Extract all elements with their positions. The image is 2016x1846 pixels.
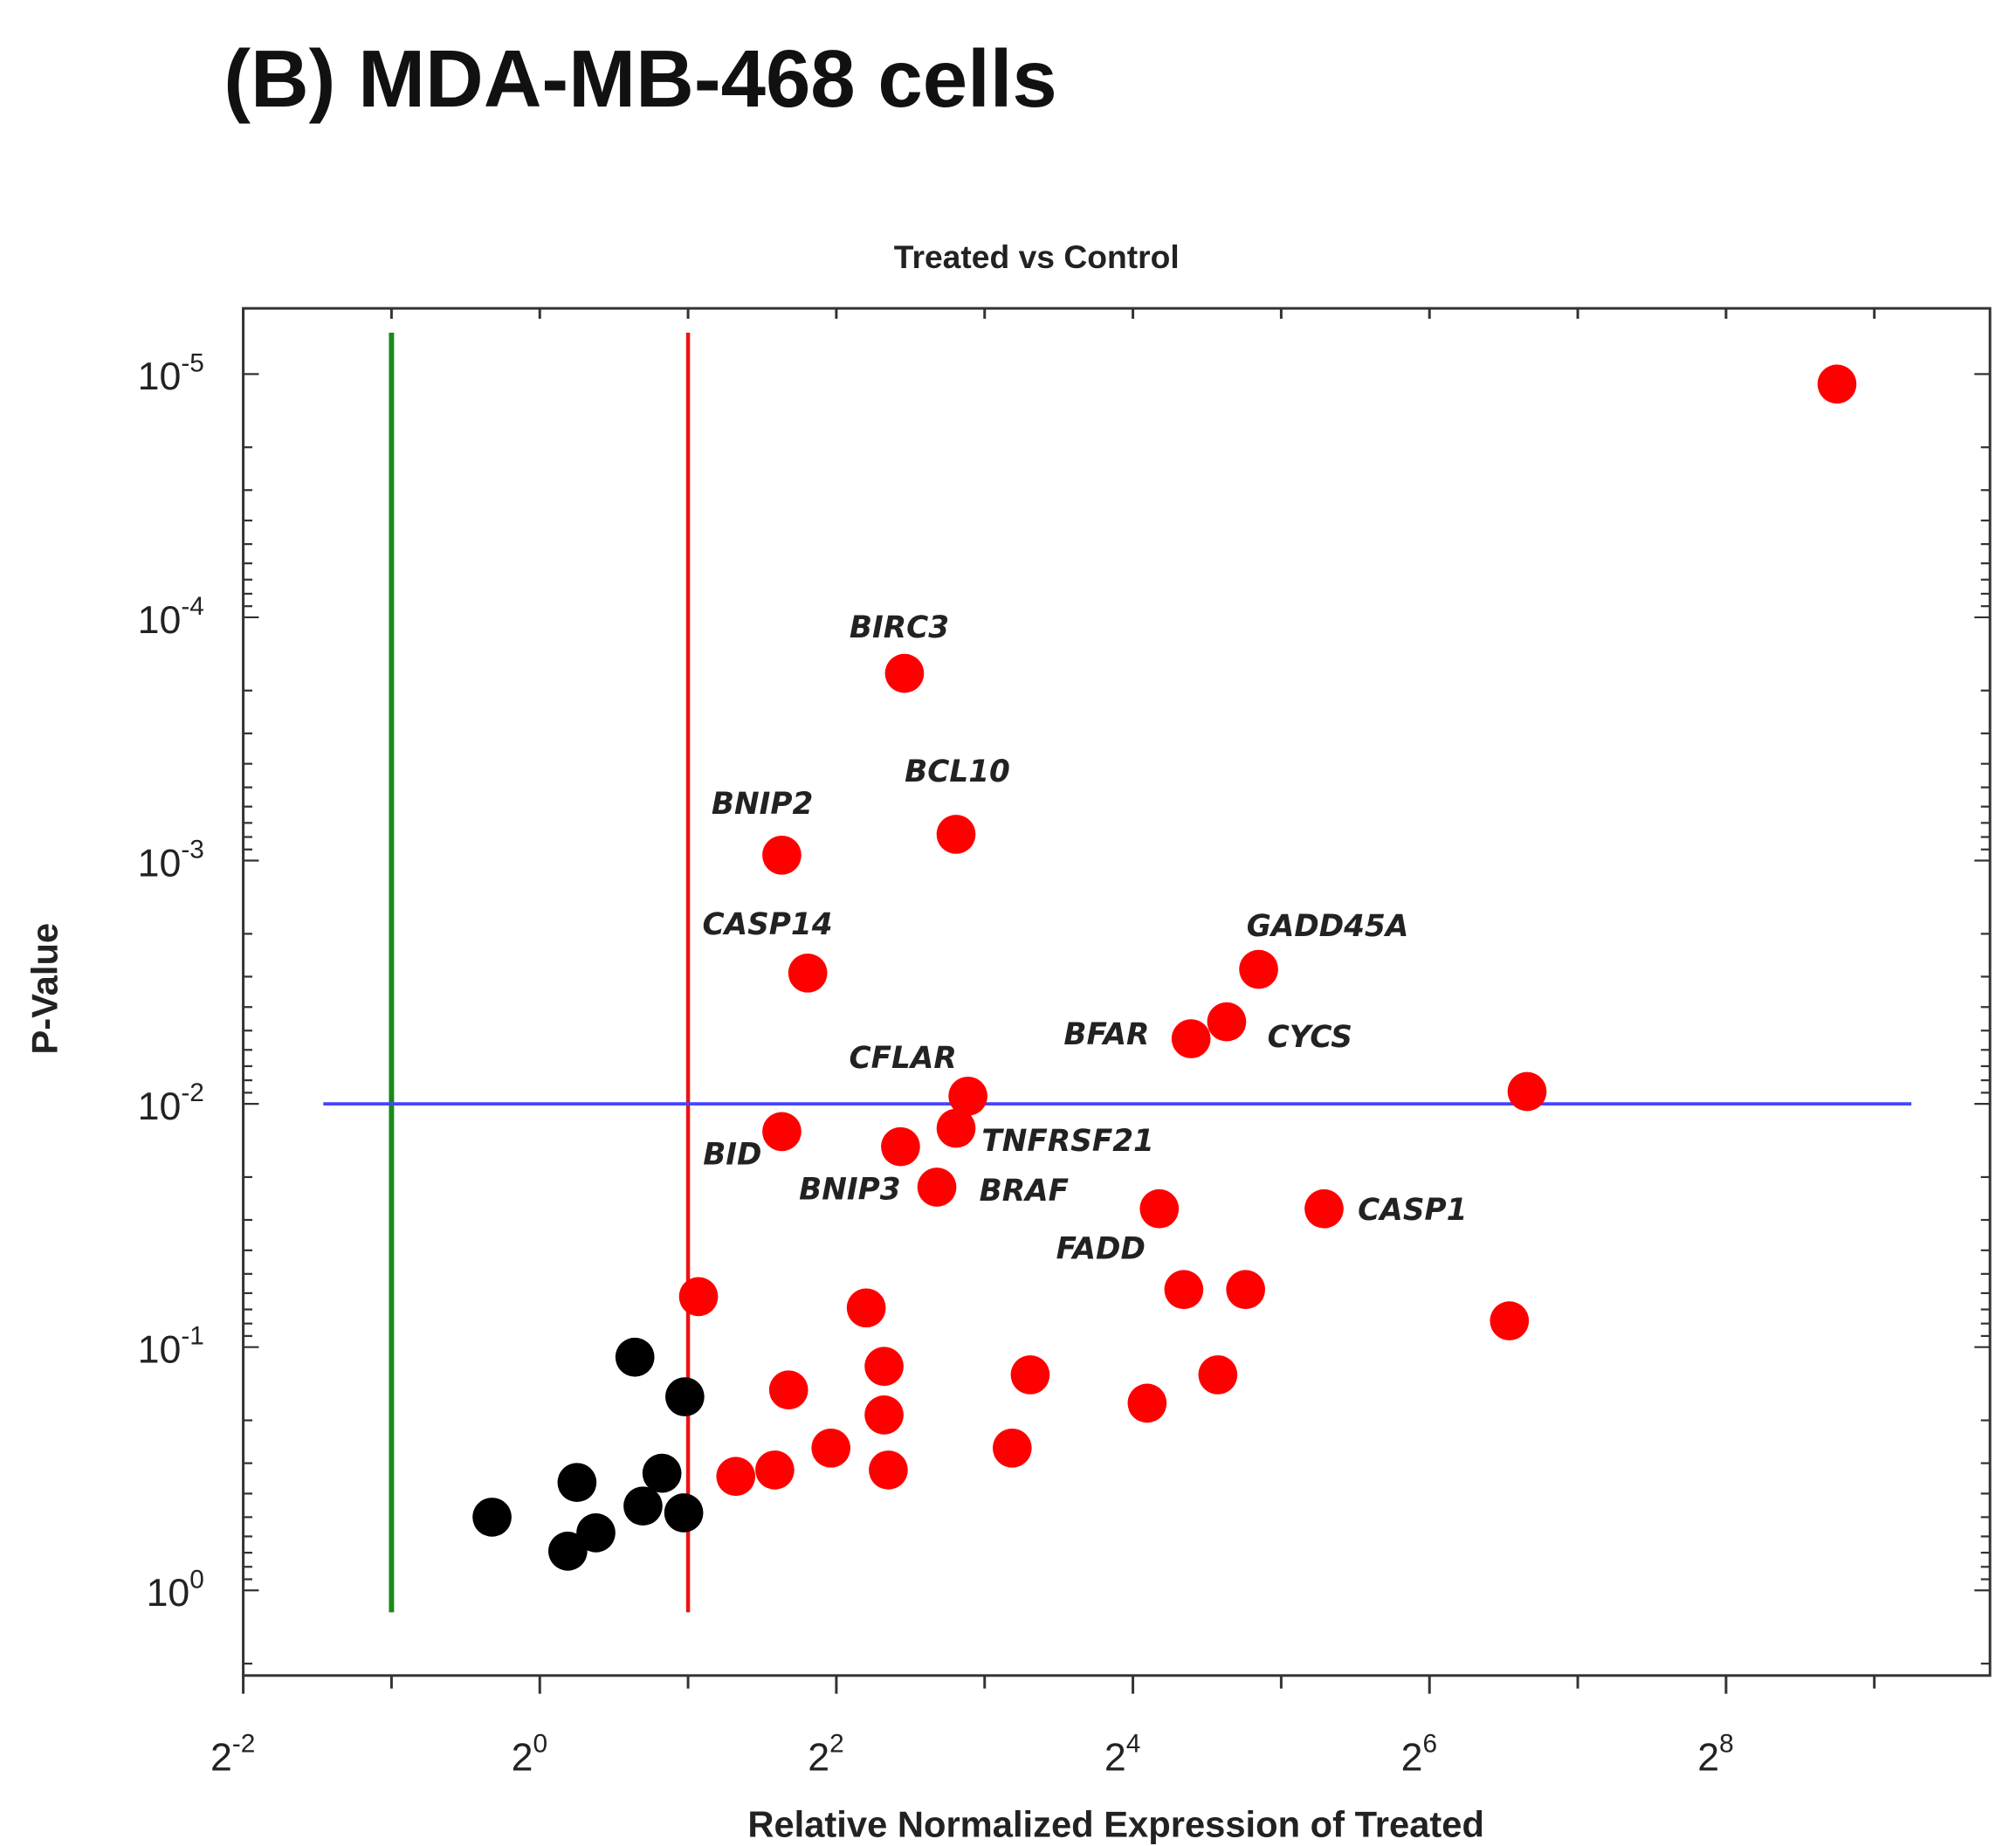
upregulated-point <box>881 1126 920 1167</box>
x-tick-label: 2-2 <box>210 1730 255 1780</box>
upregulated-point <box>1198 1355 1238 1395</box>
upregulated-point <box>992 1428 1032 1468</box>
gene-label: TNFRSF21 <box>981 1124 1154 1159</box>
x-axis-label: Relative Normalized Expression of Treate… <box>747 1803 1484 1844</box>
chart-title: Treated vs Control <box>894 238 1180 275</box>
upregulated-point <box>678 1277 719 1317</box>
unchanged-point <box>472 1498 512 1537</box>
unchanged-point <box>665 1377 705 1416</box>
upregulated-point <box>788 953 828 993</box>
upregulated-point <box>1226 1270 1266 1310</box>
y-tick-label: 10-4 <box>138 592 204 642</box>
gene-label: BNIP3 <box>799 1172 900 1207</box>
gene-label: CASP1 <box>1358 1193 1467 1228</box>
data-points <box>472 364 1857 1571</box>
axes: 2-2 20 22 24 26 28 100 10-1 10-2 10-3 10-4 10-5 <box>138 307 1992 1780</box>
upregulated-point <box>936 815 976 854</box>
gene-label: CASP14 <box>702 907 832 942</box>
x-tick-label: 26 <box>1401 1730 1437 1780</box>
y-tick-label: 10-5 <box>138 348 204 398</box>
x-tick-label: 24 <box>1104 1730 1140 1780</box>
upregulated-point <box>864 1347 904 1387</box>
upregulated-point <box>1171 1019 1211 1058</box>
y-tick-label: 100 <box>147 1565 204 1615</box>
upregulated-point <box>1490 1301 1530 1340</box>
y-axis-label: P-Value <box>24 923 65 1055</box>
unchanged-point <box>623 1486 663 1526</box>
upregulated-point <box>716 1457 756 1497</box>
panel-title: (B) MDA-MB-468 cells <box>224 33 1057 124</box>
upregulated-point <box>917 1168 957 1207</box>
upregulated-point <box>762 1112 802 1152</box>
unchanged-point <box>547 1532 588 1571</box>
unchanged-point <box>557 1463 597 1503</box>
unchanged-point <box>664 1493 704 1533</box>
upregulated-point <box>755 1450 795 1490</box>
threshold-lines <box>323 332 1912 1613</box>
gene-label: BCL10 <box>905 754 1010 789</box>
y-tick-label: 10-2 <box>138 1078 204 1128</box>
gene-label: FADD <box>1056 1231 1146 1266</box>
gene-label: BID <box>703 1138 761 1173</box>
upregulated-point <box>869 1450 908 1490</box>
upregulated-point <box>948 1076 987 1116</box>
upregulated-point <box>1164 1270 1204 1310</box>
gene-label: BFAR <box>1063 1017 1149 1052</box>
upregulated-point <box>762 835 802 875</box>
upregulated-point <box>884 653 925 693</box>
gene-label: BIRC3 <box>850 610 949 645</box>
x-tick-label: 28 <box>1697 1730 1733 1780</box>
upregulated-point <box>1304 1188 1344 1229</box>
upregulated-point <box>846 1288 886 1328</box>
upregulated-point <box>936 1108 976 1148</box>
upregulated-point <box>864 1395 904 1435</box>
plot-frame <box>242 307 1992 1677</box>
gene-labels: BIRC3 BCL10 BNIP2 CASP14 GADD45A CYCS BFAR CFLA… <box>702 610 1467 1266</box>
gene-label: CYCS <box>1268 1020 1352 1055</box>
gene-label: BNIP2 <box>712 787 813 822</box>
unchanged-point <box>576 1513 616 1553</box>
upregulated-point <box>1010 1355 1050 1395</box>
upregulated-point <box>1139 1188 1180 1229</box>
x-tick-label: 20 <box>512 1730 547 1780</box>
x-tick-label: 22 <box>808 1730 843 1780</box>
upregulated-point <box>811 1428 851 1468</box>
upregulated-point <box>1817 364 1857 404</box>
upregulated-point <box>1127 1383 1167 1423</box>
upregulated-point <box>1239 949 1278 989</box>
upregulated-point <box>768 1370 808 1410</box>
unchanged-point <box>642 1453 682 1493</box>
upregulated-point <box>1207 1002 1247 1042</box>
unchanged-point <box>615 1337 655 1377</box>
y-tick-label: 10-3 <box>138 836 204 885</box>
gene-label: GADD45A <box>1247 909 1409 944</box>
gene-label: CFLAR <box>850 1041 957 1076</box>
upregulated-point <box>1507 1071 1547 1112</box>
y-tick-label: 10-1 <box>138 1322 204 1372</box>
gene-label: BRAF <box>980 1174 1069 1209</box>
